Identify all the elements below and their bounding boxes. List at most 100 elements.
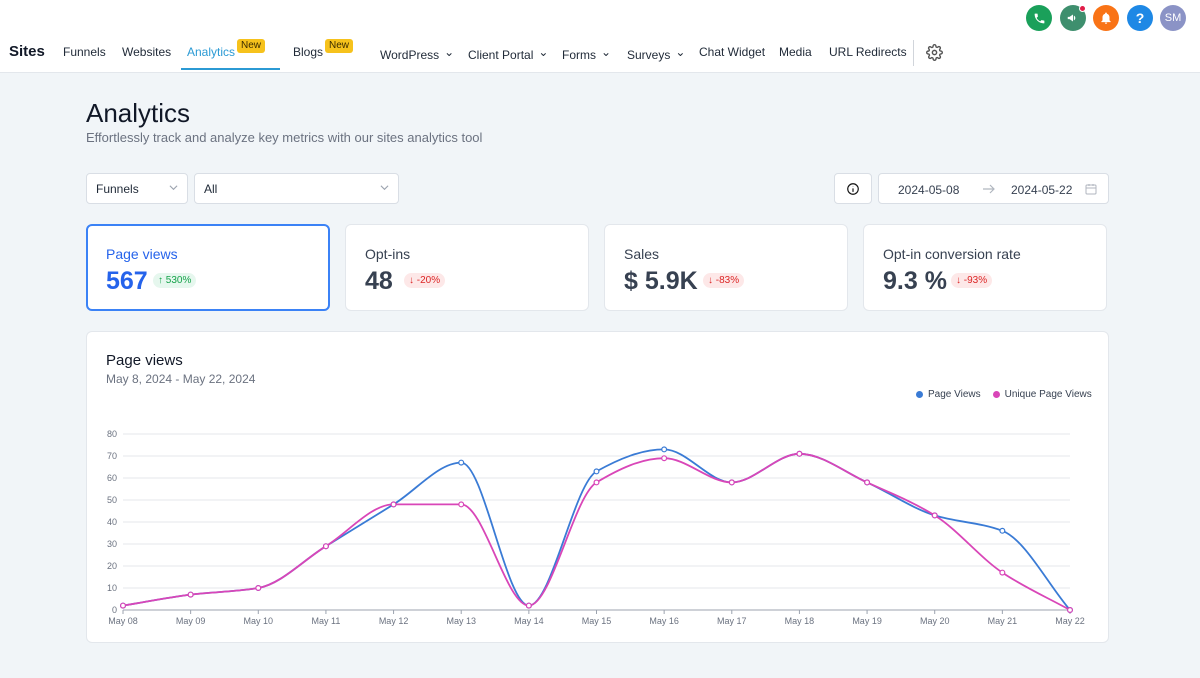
nav-item-label: Analytics: [187, 45, 236, 59]
nav-item-label: Forms: [562, 48, 596, 62]
nav-item-forms[interactable]: Forms ⌄: [562, 45, 611, 62]
legend-label: Page Views: [928, 389, 981, 400]
x-tick-label: May 11: [311, 616, 340, 626]
stat-card-opt-ins[interactable]: Opt-ins 48 ↓ -20%: [345, 224, 589, 311]
nav-item-label: Chat Widget: [699, 45, 766, 59]
stat-label: Page views: [106, 246, 178, 262]
nav-item-surveys[interactable]: Surveys ⌄: [627, 45, 685, 62]
data-point-page-views: [999, 527, 1006, 534]
type-select[interactable]: Funnels: [86, 173, 188, 204]
data-point-page-views: [661, 446, 668, 453]
data-point-unique-page-views: [1066, 607, 1073, 614]
legend-swatch: [916, 391, 923, 398]
nav-item-analytics[interactable]: Analytics: [187, 45, 235, 59]
x-tick-label: May 18: [785, 616, 815, 626]
date-range-picker[interactable]: 2024-05-08 2024-05-22: [878, 173, 1109, 204]
data-point-unique-page-views: [796, 450, 803, 457]
nav-item-chat-widget[interactable]: Chat Widget: [699, 45, 765, 59]
stat-card-opt-in-conversion-rate[interactable]: Opt-in conversion rate 9.3 % ↓ -93%: [863, 224, 1107, 311]
data-point-unique-page-views: [390, 501, 397, 508]
stat-label: Opt-ins: [365, 246, 411, 262]
help-button[interactable]: ?: [1127, 5, 1153, 31]
nav-item-funnels[interactable]: Funnels: [63, 45, 106, 59]
chart-legend: Page Views Unique Page Views: [916, 389, 1092, 400]
arrow-down-icon: ↓: [409, 275, 417, 286]
y-tick-label: 50: [107, 495, 117, 505]
data-point-unique-page-views: [931, 512, 938, 519]
legend-swatch: [992, 391, 1000, 398]
stat-value: $ 5.9K: [624, 267, 698, 295]
data-point-page-views: [593, 468, 600, 475]
stat-card-sales[interactable]: Sales $ 5.9K ↓ -83%: [604, 224, 848, 311]
top-navbar: Sites Funnels Websites Analytics New Blogs Ne…: [0, 0, 1200, 73]
page-views-chart-card: Page views May 8, 2024 - May 22, 2024 Pa…: [86, 331, 1109, 643]
legend-item-page-views[interactable]: Page Views: [916, 389, 981, 400]
x-tick-label: May 08: [108, 616, 138, 626]
nav-item-media[interactable]: Media: [779, 45, 812, 59]
legend-label: Unique Page Views: [1004, 389, 1092, 400]
nav-item-label: Websites: [122, 45, 172, 59]
active-tab-indicator: [181, 68, 280, 70]
data-point-unique-page-views: [119, 602, 126, 609]
stat-change-badge: ↑ 530%: [153, 273, 197, 288]
app-brand: Sites: [9, 43, 45, 60]
stat-value: 48: [365, 267, 393, 295]
x-tick-label: May 17: [717, 616, 747, 626]
scope-select-value: All: [204, 182, 218, 196]
y-tick-label: 70: [107, 451, 117, 461]
y-tick-label: 10: [107, 583, 117, 593]
y-tick-label: 80: [107, 429, 117, 439]
stat-change-badge: ↓ -83%: [703, 273, 745, 288]
new-badge: New: [325, 39, 354, 53]
scope-select[interactable]: All: [194, 173, 399, 204]
nav-item-websites[interactable]: Websites: [122, 45, 171, 59]
y-tick-label: 30: [107, 539, 117, 549]
chart-date-range: May 8, 2024 - May 22, 2024: [106, 372, 256, 386]
stat-change-value: -20%: [416, 275, 441, 286]
nav-item-client-portal[interactable]: Client Portal ⌄: [468, 45, 548, 62]
page-title: Analytics: [86, 98, 191, 128]
date-end[interactable]: 2024-05-22: [1011, 183, 1073, 197]
chevron-down-icon: [169, 185, 178, 191]
data-point-unique-page-views: [322, 543, 329, 550]
nav-item-label: Surveys: [627, 48, 671, 62]
phone-button[interactable]: [1026, 5, 1052, 31]
y-tick-label: 20: [107, 561, 117, 571]
nav-item-url-redirects[interactable]: URL Redirects: [829, 45, 907, 59]
nav-item-label: Blogs: [293, 45, 324, 59]
x-tick-label: May 14: [514, 616, 544, 626]
x-tick-label: May 16: [649, 616, 679, 626]
y-tick-label: 60: [107, 473, 117, 483]
new-badge: New: [237, 39, 266, 53]
notifications-button[interactable]: [1093, 5, 1119, 31]
info-button[interactable]: [834, 173, 872, 204]
nav-item-label: Media: [779, 45, 812, 59]
arrow-right-icon: [983, 184, 995, 194]
nav-item-blogs[interactable]: Blogs: [293, 45, 323, 59]
series-line-unique-page-views: [122, 452, 1071, 611]
nav-item-label: URL Redirects: [829, 45, 907, 59]
stat-change-badge: ↓ -93%: [951, 273, 993, 288]
stat-label: Opt-in conversion rate: [883, 246, 1021, 262]
y-tick-label: 40: [107, 517, 117, 527]
arrow-down-icon: ↓: [708, 275, 716, 286]
chart-title: Page views: [106, 352, 183, 369]
legend-item-unique-page-views[interactable]: Unique Page Views: [992, 389, 1092, 400]
chevron-down-icon: ⌄: [538, 45, 549, 59]
stat-card-page-views[interactable]: Page views 567 ↑ 530%: [86, 224, 330, 311]
megaphone-icon: [1067, 14, 1076, 22]
data-point-page-views: [458, 459, 465, 466]
chevron-down-icon: [380, 185, 389, 191]
nav-divider: [913, 40, 914, 66]
x-tick-label: May 15: [582, 616, 612, 626]
announcement-button[interactable]: [1060, 5, 1086, 31]
data-point-unique-page-views: [525, 602, 532, 609]
data-point-unique-page-views: [661, 455, 668, 462]
gear-icon[interactable]: [926, 44, 943, 61]
avatar[interactable]: SM: [1160, 5, 1186, 31]
date-start[interactable]: 2024-05-08: [898, 183, 960, 197]
x-tick-label: May 12: [379, 616, 409, 626]
data-point-unique-page-views: [864, 479, 871, 486]
arrow-down-icon: ↓: [956, 275, 964, 286]
nav-item-wordpress[interactable]: WordPress ⌄: [380, 45, 454, 62]
